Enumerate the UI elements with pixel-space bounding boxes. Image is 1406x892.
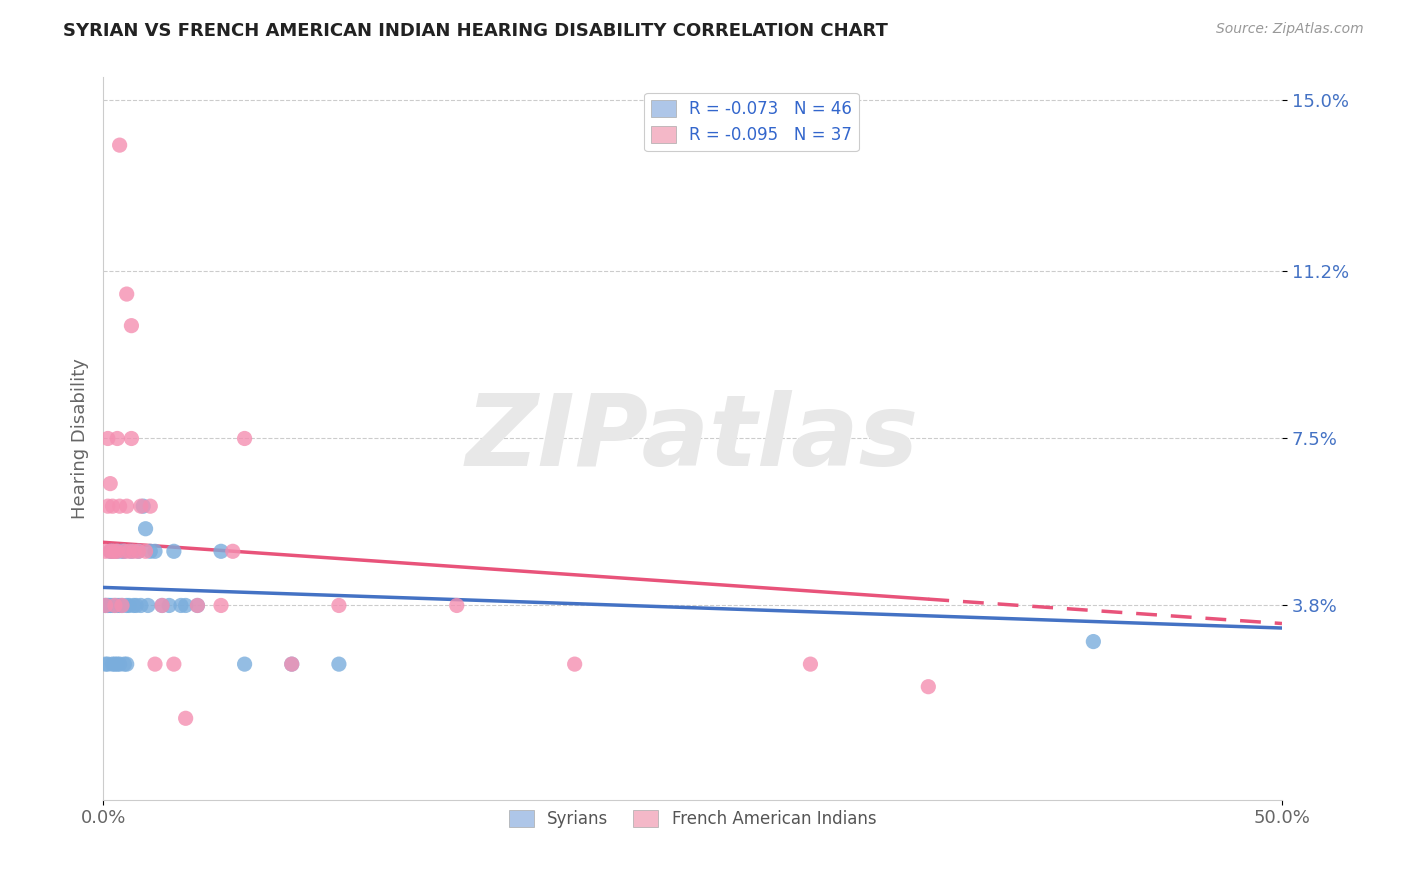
Point <box>209 544 232 558</box>
Point <box>94 657 117 672</box>
Point <box>143 657 166 672</box>
Point <box>135 522 157 536</box>
Point <box>150 599 173 613</box>
Point <box>98 599 121 613</box>
Point <box>105 599 128 613</box>
Point <box>129 599 152 613</box>
Point <box>94 599 117 613</box>
Point <box>120 544 142 558</box>
Point <box>125 599 148 613</box>
Legend: Syrians, French American Indians: Syrians, French American Indians <box>502 803 883 835</box>
Point <box>111 544 134 558</box>
Point <box>97 599 120 613</box>
Point <box>120 432 142 446</box>
Point <box>233 657 256 672</box>
Point <box>122 544 145 558</box>
Point <box>150 599 173 613</box>
Point <box>111 599 134 613</box>
Point <box>108 138 131 153</box>
Point <box>98 544 121 558</box>
Point <box>132 499 155 513</box>
Point <box>163 657 186 672</box>
Y-axis label: Hearing Disability: Hearing Disability <box>72 358 89 519</box>
Point <box>112 544 135 558</box>
Point <box>128 544 150 558</box>
Point <box>120 318 142 333</box>
Point <box>98 544 121 558</box>
Point <box>115 657 138 672</box>
Point <box>105 544 128 558</box>
Point <box>94 544 117 558</box>
Point <box>1083 634 1105 648</box>
Point <box>115 499 138 513</box>
Point <box>280 657 302 672</box>
Point <box>94 599 117 613</box>
Point <box>104 599 127 613</box>
Point <box>139 544 162 558</box>
Point <box>135 544 157 558</box>
Text: ZIPatlas: ZIPatlas <box>465 390 920 487</box>
Point <box>115 599 138 613</box>
Point <box>128 544 150 558</box>
Point <box>174 599 197 613</box>
Point <box>104 599 127 613</box>
Point <box>108 499 131 513</box>
Point <box>917 680 939 694</box>
Text: SYRIAN VS FRENCH AMERICAN INDIAN HEARING DISABILITY CORRELATION CHART: SYRIAN VS FRENCH AMERICAN INDIAN HEARING… <box>63 22 889 40</box>
Point <box>97 657 120 672</box>
Point <box>97 599 120 613</box>
Point <box>143 544 166 558</box>
Point <box>280 657 302 672</box>
Point <box>118 544 141 558</box>
Point <box>94 599 117 613</box>
Point <box>101 599 124 613</box>
Point <box>108 657 131 672</box>
Point <box>446 599 468 613</box>
Text: Source: ZipAtlas.com: Source: ZipAtlas.com <box>1216 22 1364 37</box>
Point <box>112 657 135 672</box>
Point <box>122 599 145 613</box>
Point <box>118 599 141 613</box>
Point <box>104 544 127 558</box>
Point <box>163 544 186 558</box>
Point <box>101 657 124 672</box>
Point <box>104 657 127 672</box>
Point <box>129 499 152 513</box>
Point <box>174 711 197 725</box>
Point <box>101 499 124 513</box>
Point <box>186 599 208 613</box>
Point <box>170 599 193 613</box>
Point <box>799 657 821 672</box>
Point <box>233 432 256 446</box>
Point <box>105 657 128 672</box>
Point <box>101 544 124 558</box>
Point <box>328 657 350 672</box>
Point <box>101 544 124 558</box>
Point <box>97 432 120 446</box>
Point <box>97 499 120 513</box>
Point <box>115 287 138 301</box>
Point <box>98 476 121 491</box>
Point <box>111 599 134 613</box>
Point <box>136 599 159 613</box>
Point <box>108 599 131 613</box>
Point <box>105 432 128 446</box>
Point <box>186 599 208 613</box>
Point <box>139 499 162 513</box>
Point <box>105 544 128 558</box>
Point <box>564 657 586 672</box>
Point <box>209 599 232 613</box>
Point <box>222 544 245 558</box>
Point <box>157 599 180 613</box>
Point <box>112 544 135 558</box>
Point <box>328 599 350 613</box>
